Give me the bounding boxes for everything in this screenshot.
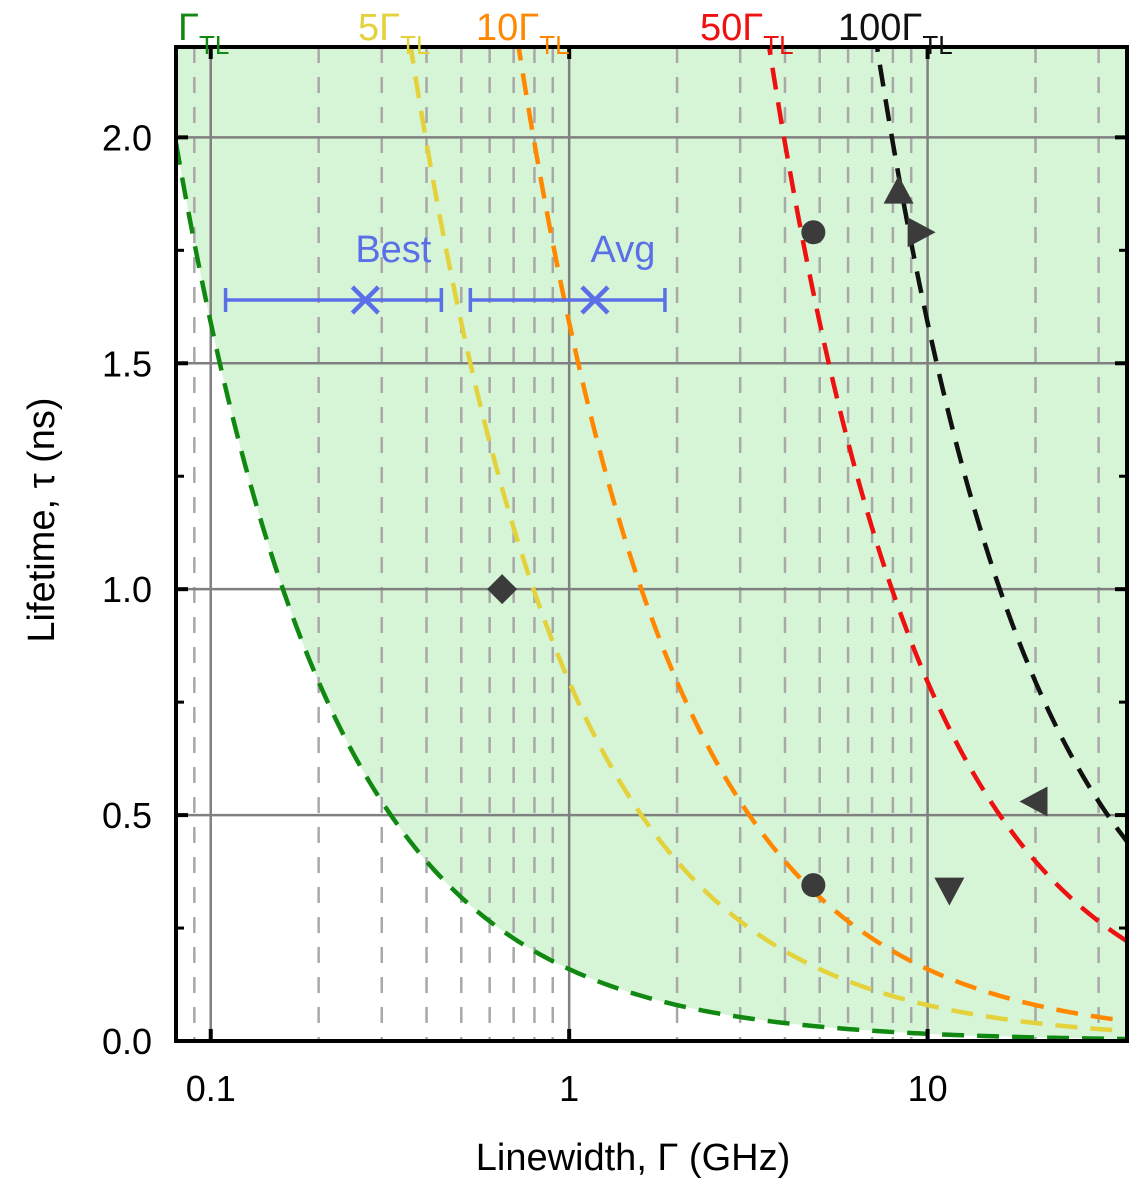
- legend-subscript: TL: [400, 30, 430, 60]
- y-tick-label: 1.5: [102, 343, 152, 384]
- legend-subscript: TL: [763, 30, 793, 60]
- y-tick-label: 2.0: [102, 117, 152, 158]
- y-tick-label: 1.0: [102, 569, 152, 610]
- label-best: Best: [355, 229, 431, 271]
- data-markers: [487, 175, 1048, 906]
- triangle-up-marker: [883, 175, 914, 204]
- x-axis-title: Linewidth, Γ (GHz): [476, 1137, 790, 1179]
- gridlines: [176, 47, 1127, 1041]
- band-1: [176, 47, 1127, 1039]
- triangle-down-marker: [934, 877, 965, 906]
- y-tick-label: 0.0: [102, 1021, 152, 1062]
- curve-1x: [176, 142, 1127, 1041]
- error-points: Best Avg: [223, 229, 667, 315]
- x-tick-label: 1: [559, 1068, 579, 1109]
- curve-5x: [408, 47, 1127, 1034]
- x-tick-label: 0.1: [186, 1068, 236, 1109]
- plot-frame: [174, 45, 1129, 1043]
- y-tick-label: 0.5: [102, 795, 152, 836]
- x-marker-best: [350, 285, 380, 315]
- legend-subscript: TL: [539, 30, 569, 60]
- curve-100x: [874, 47, 1127, 843]
- legend-subscript: TL: [922, 30, 952, 60]
- circle-marker: [801, 873, 826, 898]
- diamond-marker: [487, 574, 518, 605]
- circle-marker: [801, 220, 826, 245]
- y-axis-title: Lifetime, τ (ns): [21, 397, 63, 642]
- shaded-bands: [176, 47, 1127, 1039]
- triangle-right-marker: [907, 217, 936, 248]
- label-avg: Avg: [591, 229, 656, 271]
- axes: 0.0 0.5 1.0 1.5 2.0 0.1 1 10: [102, 47, 1127, 1109]
- x-marker-avg: [580, 285, 610, 315]
- curve-10x: [516, 47, 1127, 1024]
- threshold-curves: [176, 47, 1127, 1041]
- triangle-left-marker: [1019, 786, 1048, 817]
- legend-subscript: TL: [199, 30, 229, 60]
- x-tick-label: 10: [908, 1068, 948, 1109]
